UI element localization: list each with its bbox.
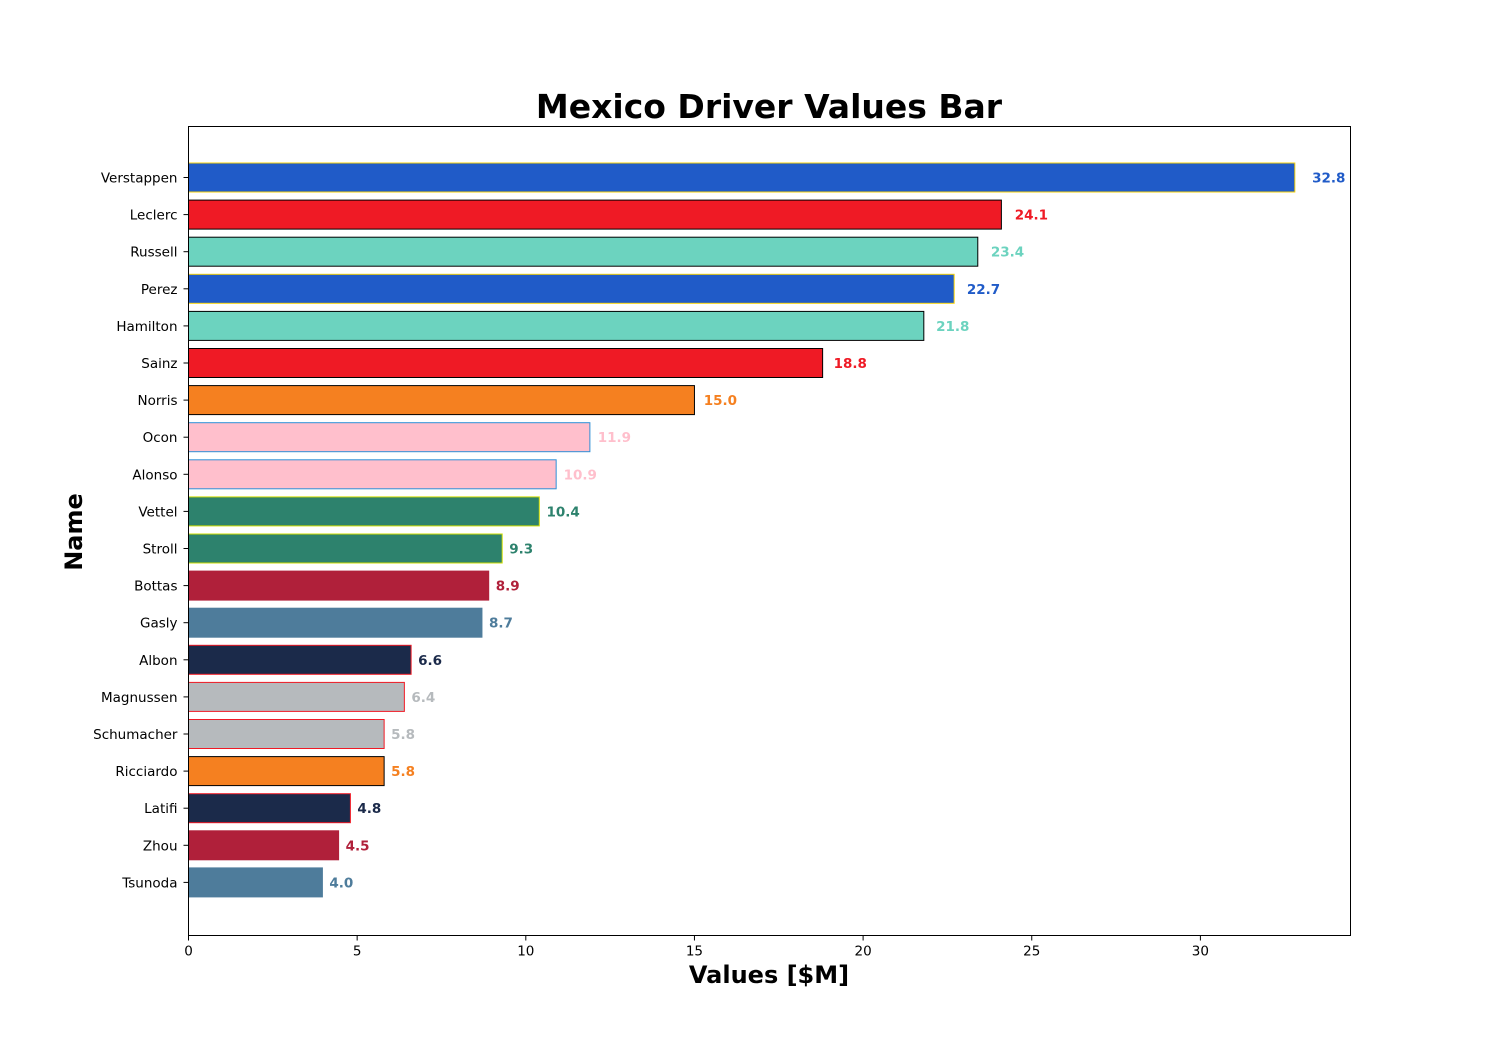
bar-ricciardo (188, 756, 385, 787)
y-tick-label-verstappen: Verstappen (101, 171, 178, 187)
value-label-zhou: 4.5 (346, 838, 370, 854)
value-label-perez: 22.7 (967, 282, 1000, 298)
x-tick-label-20: 20 (855, 944, 872, 960)
value-label-ricciardo: 5.8 (391, 764, 415, 780)
bar-ocon (188, 422, 591, 453)
x-tick-label-15: 15 (686, 944, 703, 960)
y-tick-label-stroll: Stroll (143, 542, 178, 558)
y-tick-label-alonso: Alonso (132, 467, 177, 483)
bar-sainz (188, 348, 824, 378)
plot-frame (188, 126, 1351, 936)
y-tick-label-ocon: Ocon (143, 430, 178, 446)
value-label-vettel: 10.4 (546, 504, 579, 520)
bar-verstappen (188, 162, 1296, 193)
value-label-russell: 23.4 (991, 245, 1024, 261)
bar-bottas (188, 570, 490, 601)
bar-schumacher (188, 719, 385, 749)
y-tick-label-sainz: Sainz (141, 356, 177, 372)
bar-tsunoda (188, 867, 323, 898)
bar-norris (188, 385, 695, 416)
value-label-sainz: 18.8 (834, 356, 867, 372)
value-label-leclerc: 24.1 (1015, 208, 1048, 224)
bars-group (188, 162, 1296, 898)
bar-leclerc (188, 199, 1002, 230)
value-label-bottas: 8.9 (496, 579, 520, 595)
value-label-hamilton: 21.8 (936, 319, 969, 335)
y-tick-label-ricciardo: Ricciardo (115, 764, 177, 780)
value-label-schumacher: 5.8 (391, 727, 415, 743)
bar-perez (188, 273, 955, 304)
y-tick-label-vettel: Vettel (138, 504, 177, 520)
x-axis-ticks: 0 5 10 15 20 25 30 (184, 935, 1209, 960)
bar-albon (188, 644, 412, 675)
x-tick-label-25: 25 (1023, 944, 1040, 960)
bar-magnussen (188, 681, 405, 712)
x-axis-label: Values [$M] (689, 961, 849, 989)
bar-russell (188, 236, 979, 267)
value-label-latifi: 4.8 (357, 801, 381, 817)
y-axis-label: Name (60, 493, 88, 571)
y-tick-label-schumacher: Schumacher (93, 727, 178, 743)
bar-zhou (188, 830, 340, 861)
value-label-stroll: 9.3 (509, 542, 533, 558)
bar-gasly (188, 607, 483, 638)
value-labels: 32.8 24.1 23.4 22.7 21.8 18.8 15.0 11.9 10.9 10.4… (329, 171, 1345, 892)
y-tick-label-perez: Perez (141, 282, 178, 298)
value-label-verstappen: 32.8 (1312, 171, 1345, 187)
y-tick-label-hamilton: Hamilton (116, 319, 177, 335)
value-label-albon: 6.6 (418, 653, 442, 669)
y-tick-label-zhou: Zhou (143, 838, 178, 854)
value-label-gasly: 8.7 (489, 616, 513, 632)
bar-hamilton (188, 310, 925, 341)
chart-title: Mexico Driver Values Bar (536, 87, 1003, 126)
y-axis-ticks: Verstappen Leclerc Russell Perez Hamilton Sai… (93, 171, 189, 891)
value-label-magnussen: 6.4 (411, 690, 435, 706)
x-tick-label-10: 10 (517, 944, 534, 960)
y-tick-label-tsunoda: Tsunoda (121, 875, 177, 891)
bar-latifi (188, 793, 351, 824)
y-tick-label-norris: Norris (137, 393, 177, 409)
value-label-alonso: 10.9 (564, 467, 597, 483)
y-tick-label-bottas: Bottas (134, 579, 177, 595)
y-tick-label-gasly: Gasly (140, 616, 178, 632)
bar-stroll (188, 533, 503, 564)
y-tick-label-latifi: Latifi (144, 801, 177, 817)
y-tick-label-magnussen: Magnussen (101, 690, 178, 706)
y-tick-label-russell: Russell (130, 245, 177, 261)
bar-alonso (188, 459, 557, 490)
x-tick-label-30: 30 (1192, 944, 1209, 960)
bar-vettel (188, 496, 540, 527)
value-label-tsunoda: 4.0 (329, 875, 353, 891)
value-label-norris: 15.0 (704, 393, 737, 409)
y-tick-label-leclerc: Leclerc (130, 208, 178, 224)
y-tick-label-albon: Albon (139, 653, 177, 669)
value-label-ocon: 11.9 (598, 430, 631, 446)
x-tick-label-0: 0 (184, 944, 193, 960)
x-tick-label-5: 5 (353, 944, 362, 960)
